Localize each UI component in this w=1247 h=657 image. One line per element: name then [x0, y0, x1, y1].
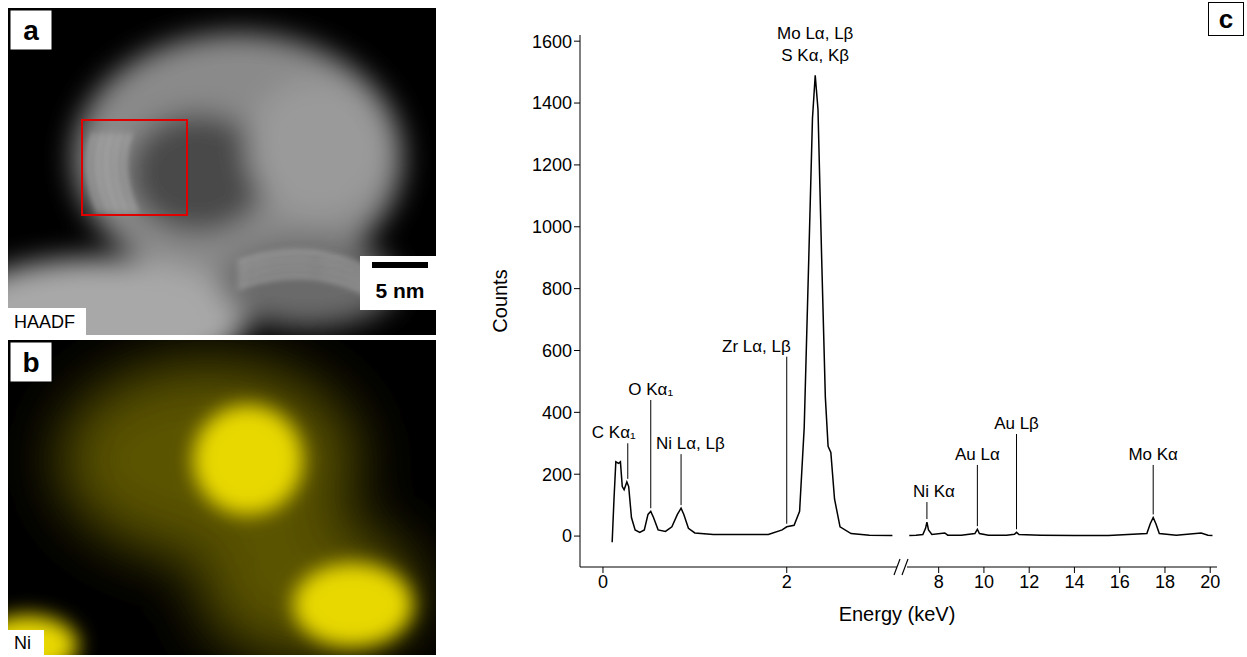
svg-text:1400: 1400 [532, 93, 572, 113]
svg-text:O Kα₁: O Kα₁ [628, 380, 673, 399]
svg-text:Ni Lα, Lβ: Ni Lα, Lβ [656, 434, 725, 453]
svg-text:8: 8 [934, 572, 944, 592]
svg-text:1200: 1200 [532, 155, 572, 175]
svg-text:1000: 1000 [532, 217, 572, 237]
svg-text:14: 14 [1064, 572, 1084, 592]
svg-text:a: a [23, 15, 39, 46]
svg-text:12: 12 [1019, 572, 1039, 592]
svg-text:1600: 1600 [532, 32, 572, 52]
svg-text:18: 18 [1155, 572, 1175, 592]
svg-text:2: 2 [782, 572, 792, 592]
svg-text:HAADF: HAADF [14, 312, 75, 332]
svg-text:10: 10 [974, 572, 994, 592]
svg-text:Au Lα: Au Lα [955, 445, 1000, 464]
svg-text:800: 800 [542, 279, 572, 299]
svg-text:0: 0 [598, 572, 608, 592]
svg-text:Counts: Counts [489, 269, 511, 332]
svg-text:600: 600 [542, 341, 572, 361]
svg-text:Mo Lα, LβS Kα, Kβ: Mo Lα, LβS Kα, Kβ [777, 24, 854, 65]
svg-text:Ni Kα: Ni Kα [913, 482, 955, 501]
svg-text:200: 200 [542, 465, 572, 485]
svg-text:Ni: Ni [14, 633, 31, 653]
svg-text:0: 0 [562, 526, 572, 546]
svg-text:20: 20 [1200, 572, 1220, 592]
svg-text:C Kα₁: C Kα₁ [592, 423, 636, 442]
svg-text:Au Lβ: Au Lβ [994, 414, 1039, 433]
svg-text:16: 16 [1110, 572, 1130, 592]
svg-text:b: b [22, 347, 39, 378]
svg-text:5 nm: 5 nm [375, 279, 424, 302]
svg-text:Zr Lα, Lβ: Zr Lα, Lβ [722, 337, 791, 356]
svg-text:Mo Kα: Mo Kα [1128, 445, 1178, 464]
html-text:Energy (keV): Energy (keV) [838, 603, 956, 625]
svg-text:400: 400 [542, 403, 572, 423]
html-text:c: c [1218, 4, 1234, 34]
